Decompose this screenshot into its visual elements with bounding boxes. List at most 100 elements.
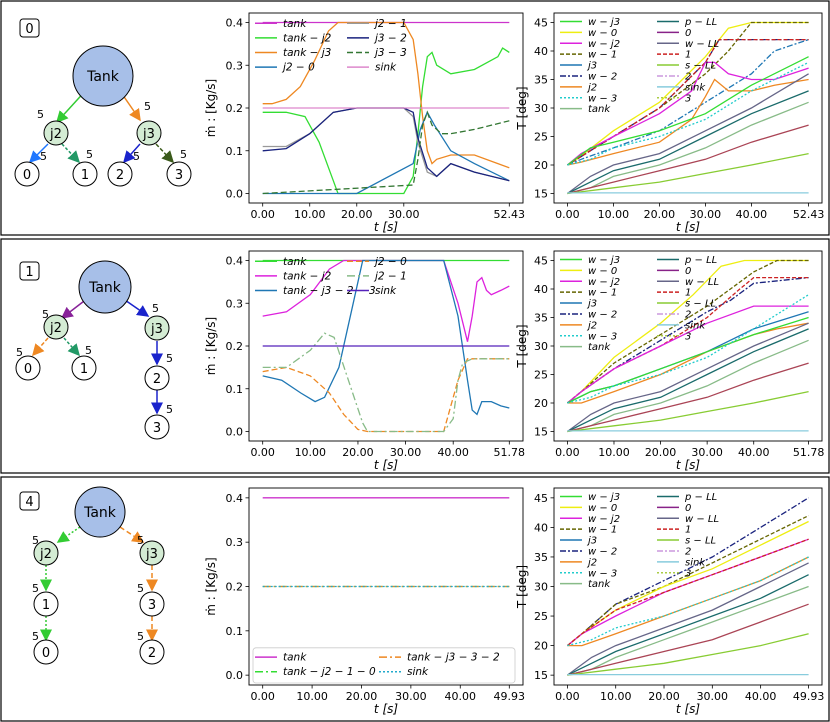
series-line-6 [567,556,809,647]
x-tick-label: 20.00 [346,690,378,703]
legend-item: 2 [657,71,691,82]
node-j3-label: j3 [142,127,155,142]
x-tick-label: 40.00 [437,446,469,459]
temperature-chart-2: 0.00 10.00 20.00 30.00 40.00 49.9315202530354… [515,487,824,716]
x-tick-label: 0.00 [250,446,275,459]
edge-tank-j3 [119,526,145,543]
legend-label: j2 [586,82,597,93]
edge-label: 5 [137,582,144,595]
axis-ticks: 0.00 10.00 20.00 30.00 40.00 49.93 0.0 0.1 0.2 0.… [226,492,526,703]
legend-label: tank − j3 − 3 − 2 [407,652,500,664]
legend-item: 1 [657,288,691,299]
y-axis-label: ṁ : [Kg/s] [204,317,218,376]
legend-label: w − 3 [588,331,617,342]
x-axis-label: t [s] [374,220,398,234]
legend-label: w − 0 [588,266,617,277]
legend-label: j2 [586,320,597,331]
node-j3-label: j3 [150,322,163,337]
x-tick-label: 0.00 [250,208,275,221]
legend-item: tank − j2 [255,270,332,282]
edge-j2-0 [32,337,49,357]
legend-label: w − j2 [588,39,620,50]
edge-j2-0 [28,143,49,164]
legend-item: w − j2 [560,277,620,288]
x-tick-label: 10.00 [294,208,326,221]
legend-item: tank [255,652,307,664]
y-tick-label: 0.3 [226,536,244,549]
node-1 [71,355,97,381]
x-tick-label: 20.00 [644,208,676,221]
series-line-5 [262,107,510,182]
legend-label: sink [375,285,397,297]
series-line-0 [566,259,809,404]
y-tick-label: 0.4 [226,492,244,505]
legend-item: j3 [560,299,597,310]
y-axis-label: T [deg] [515,86,529,130]
edge-j2-1 [63,337,80,357]
x-tick-label: 30.00 [395,690,427,703]
plot-frame [553,12,823,204]
y-tick-label: 20 [534,640,548,653]
node-0-label: 0 [24,362,32,377]
legend-item: sink [379,666,429,678]
node-j2-label: j2 [39,547,52,562]
series-line-5 [567,322,809,404]
legend-item: tank − j2 [255,32,332,44]
series-line-4 [262,332,510,433]
y-tick-label: 0.2 [226,581,244,594]
legend-item: w − 2 [560,546,617,557]
y-tick-label: 40 [534,521,548,534]
edge-label: 5 [166,403,173,416]
legend-label: w − j3 [588,17,620,28]
x-tick-label: 20.00 [648,690,680,703]
series-line-2 [262,21,510,169]
node-tank-label: Tank [88,280,122,296]
y-tick-label: 15 [534,188,548,201]
legend-item: j2 − 0 [255,62,315,74]
legend-item: sink [347,285,397,297]
legend: tank tank − j2 tank − j3 j2 − 0 j2 − 1 j3 − 2… [255,18,407,74]
legend-item: j3 − 3 [347,47,407,59]
series-line-1 [566,259,809,404]
series-line-7 [567,562,809,676]
x-tick-label: 51.78 [494,446,526,459]
axis-ticks: 0.00 10.00 20.00 30.00 40.00 49.9315202530354… [534,492,824,703]
y-tick-label: 0.4 [226,17,244,30]
legend-label: tank [588,579,611,590]
legend-item: 3 [657,93,691,104]
series-line-6 [262,110,510,195]
legend-label: sink [375,62,397,74]
legend-label: p − LL [684,255,717,266]
y-tick-label: 0.2 [226,340,244,353]
node-3 [166,161,192,187]
y-tick-label: 25 [534,610,548,623]
legend-item: p − LL [657,17,717,28]
legend-item: j3 [560,536,597,547]
y-tick-label: 20 [534,397,548,410]
legend-label: j2 − 1 [373,270,407,282]
node-1 [72,161,98,187]
edge-label: 5 [133,150,140,163]
legend-label: j3 [586,536,597,547]
legend-label: w − 0 [588,28,617,39]
x-tick-label: 49.93 [793,690,825,703]
legend-item: j2 [560,82,597,93]
series-line-11 [567,633,809,676]
legend-item: tank − j3 [255,47,331,59]
legend-item: w − 1 [560,288,617,299]
legend-item: w − LL [657,39,719,50]
legend-item: tank − j3 − 3 − 2 [379,652,500,664]
legend-item: sink [657,320,706,331]
series-lines [262,259,510,433]
edge-label: 5 [152,302,159,315]
node-0 [15,355,41,381]
legend-item: 2 [657,309,691,320]
legend-label: sink [407,666,429,678]
node-3-label: 3 [153,421,161,436]
legend-label: 3 [685,568,691,579]
series-lines [566,259,809,433]
legend-label: w − 2 [588,546,617,557]
y-tick-label: 30 [534,581,548,594]
row-0-frame [0,0,830,236]
